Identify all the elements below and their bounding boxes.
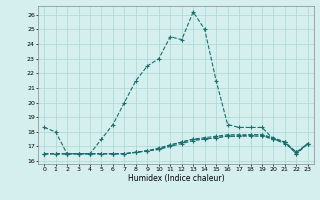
X-axis label: Humidex (Indice chaleur): Humidex (Indice chaleur) [128, 174, 224, 183]
